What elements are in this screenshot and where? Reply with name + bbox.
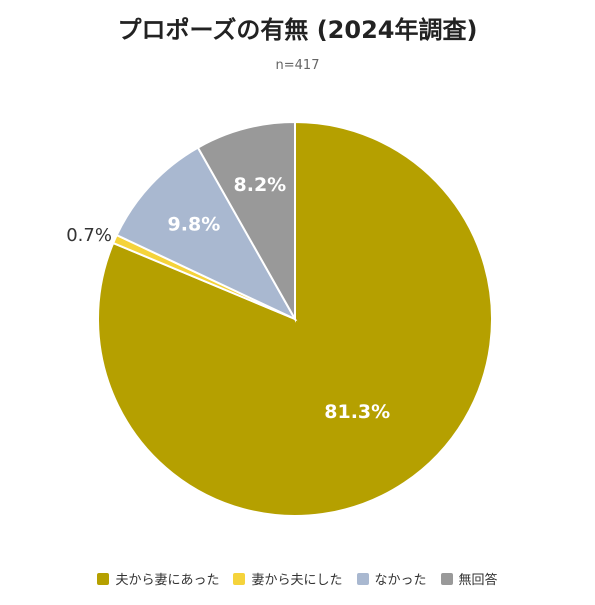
legend-label: なかった [374,573,427,588]
slice-none[interactable] [115,146,298,322]
data-label-husband-proposed: 81.3% [324,401,390,423]
legend-swatch [97,572,110,585]
legend-label: 妻から夫にした [251,573,343,588]
legend-swatch [440,572,453,585]
legend-item-wife-proposed[interactable]: 妻から夫にした [233,569,343,588]
chart-subtitle: n=417 [275,58,320,73]
chart-legend: 夫から妻にあった 妻から夫にした なかった 無回答 [0,569,595,588]
data-label-none: 9.8% [168,214,221,236]
data-label-no-answer: 8.2% [234,174,287,196]
chart-title: プロポーズの有無 (2024年調査) [117,16,478,44]
legend-swatch [356,572,369,585]
legend-swatch [233,572,246,585]
legend-label: 無回答 [458,573,498,588]
legend-item-none[interactable]: なかった [356,569,427,588]
legend-item-husband-proposed[interactable]: 夫から妻にあった [97,569,219,588]
slice-no-answer[interactable] [196,120,296,323]
legend-label: 夫から妻にあった [115,573,220,588]
data-label-wife-proposed: 0.7% [66,225,112,246]
legend-item-no-answer[interactable]: 無回答 [440,569,498,588]
